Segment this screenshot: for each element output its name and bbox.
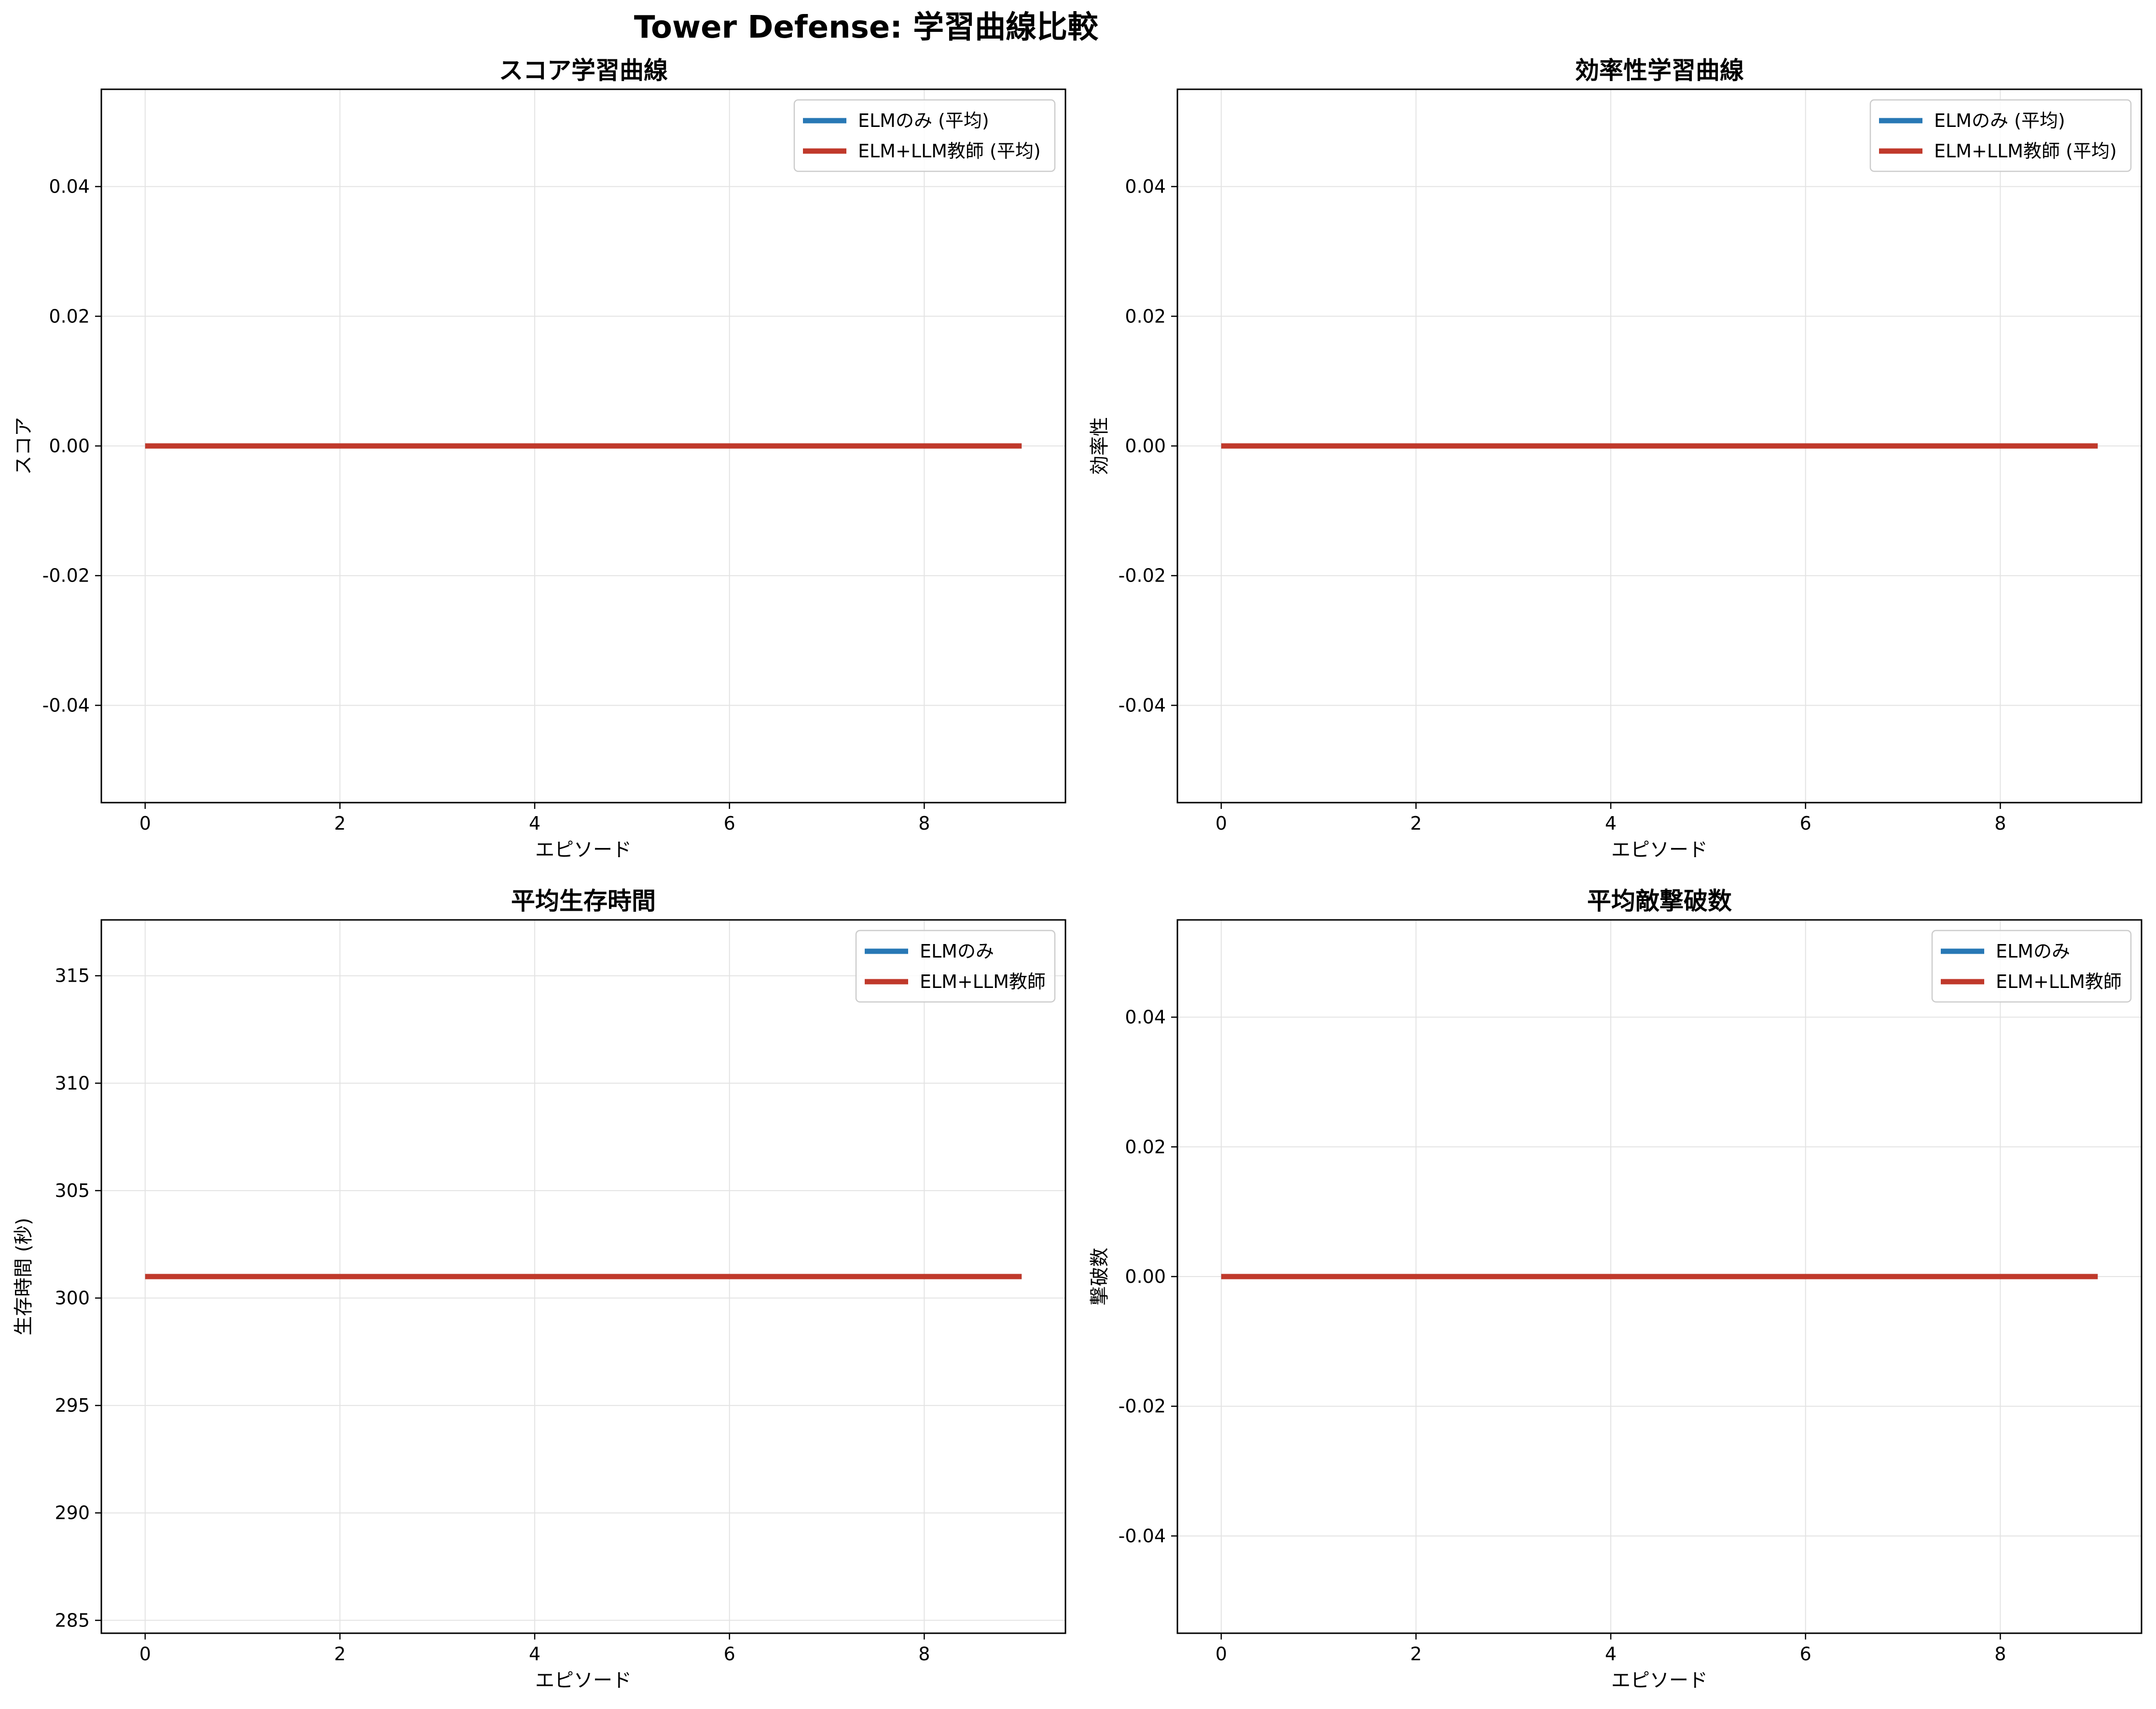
y-tick-label: 310: [55, 1072, 90, 1094]
y-tick-label: -0.02: [1119, 565, 1166, 586]
x-tick-label: 2: [334, 1643, 346, 1665]
y-tick-label: 300: [55, 1288, 90, 1309]
x-tick-label: 0: [139, 813, 151, 834]
x-tick-label: 6: [1800, 1643, 1811, 1665]
x-tick-label: 4: [529, 813, 540, 834]
panel-title: 平均生存時間: [511, 887, 656, 915]
legend-label-2: ELM+LLM教師: [920, 971, 1046, 992]
y-tick-label: 0.04: [49, 176, 90, 197]
legend: ELMのみ ELM+LLM教師: [855, 930, 1056, 1003]
legend-label-1: ELMのみ (平均): [1934, 110, 2065, 131]
x-tick-label: 8: [1994, 813, 2006, 834]
x-tick-label: 4: [1605, 813, 1617, 834]
x-tick-label: 2: [1410, 813, 1422, 834]
panel-title: スコア学習曲線: [499, 56, 668, 84]
y-tick-label: 315: [55, 965, 90, 986]
y-tick-label: 0.00: [1125, 1266, 1166, 1287]
x-tick-label: 0: [139, 1643, 151, 1665]
y-tick-label: 295: [55, 1395, 90, 1416]
legend-label-1: ELMのみ (平均): [858, 110, 989, 131]
y-tick-label: 285: [55, 1610, 90, 1631]
y-tick-label: -0.02: [1119, 1396, 1166, 1417]
legend: ELMのみ (平均) ELM+LLM教師 (平均): [793, 99, 1056, 172]
y-tick-label: 0.00: [49, 435, 90, 457]
y-tick-label: -0.04: [1119, 1525, 1166, 1546]
x-tick-label: 0: [1216, 813, 1227, 834]
x-tick-label: 6: [1800, 813, 1811, 834]
panel-title: 平均敵撃破数: [1587, 887, 1732, 915]
x-tick-label: 2: [1410, 1643, 1422, 1665]
x-axis-label: エピソード: [535, 1669, 632, 1692]
legend-label-1: ELMのみ: [1996, 941, 2070, 962]
x-tick-label: 4: [1605, 1643, 1617, 1665]
y-tick-label: 0.02: [1125, 1136, 1166, 1157]
y-axis-label: スコア: [13, 417, 35, 475]
legend-box: [793, 99, 1056, 172]
legend-label-2: ELM+LLM教師: [1996, 971, 2122, 992]
x-axis-label: エピソード: [1611, 839, 1708, 861]
x-tick-label: 2: [334, 813, 346, 834]
y-tick-label: 305: [55, 1180, 90, 1201]
y-tick-label: -0.04: [1119, 695, 1166, 716]
y-tick-label: 0.04: [1125, 1007, 1166, 1028]
y-axis-label: 効率性: [1089, 417, 1111, 475]
x-axis-label: エピソード: [535, 839, 632, 861]
legend: ELMのみ (平均) ELM+LLM教師 (平均): [1869, 99, 2132, 172]
y-tick-label: 0.02: [49, 306, 90, 327]
y-tick-label: 290: [55, 1502, 90, 1524]
y-tick-label: -0.02: [42, 565, 90, 586]
legend-label-1: ELMのみ: [920, 941, 994, 962]
y-tick-label: 0.02: [1125, 306, 1166, 327]
x-tick-label: 0: [1216, 1643, 1227, 1665]
x-tick-label: 8: [918, 1643, 930, 1665]
x-tick-label: 8: [1994, 1643, 2006, 1665]
y-tick-label: 0.04: [1125, 176, 1166, 197]
legend-box: [1869, 99, 2132, 172]
panel-title: 効率性学習曲線: [1575, 56, 1744, 84]
legend: ELMのみ ELM+LLM教師: [1931, 930, 2132, 1003]
x-tick-label: 8: [918, 813, 930, 834]
legend-label-2: ELM+LLM教師 (平均): [858, 140, 1041, 162]
y-tick-label: 0.00: [1125, 435, 1166, 457]
y-axis-label: 生存時間 (秒): [13, 1218, 35, 1335]
y-tick-label: -0.04: [42, 695, 90, 716]
x-tick-label: 6: [724, 813, 735, 834]
y-axis-label: 撃破数: [1089, 1248, 1111, 1306]
legend-label-2: ELM+LLM教師 (平均): [1934, 140, 2117, 162]
x-axis-label: エピソード: [1611, 1669, 1708, 1692]
x-tick-label: 4: [529, 1643, 540, 1665]
figure-title: Tower Defense: 学習曲線比較: [634, 10, 1099, 45]
axes-frame: [100, 919, 1066, 1634]
x-tick-label: 6: [724, 1643, 735, 1665]
